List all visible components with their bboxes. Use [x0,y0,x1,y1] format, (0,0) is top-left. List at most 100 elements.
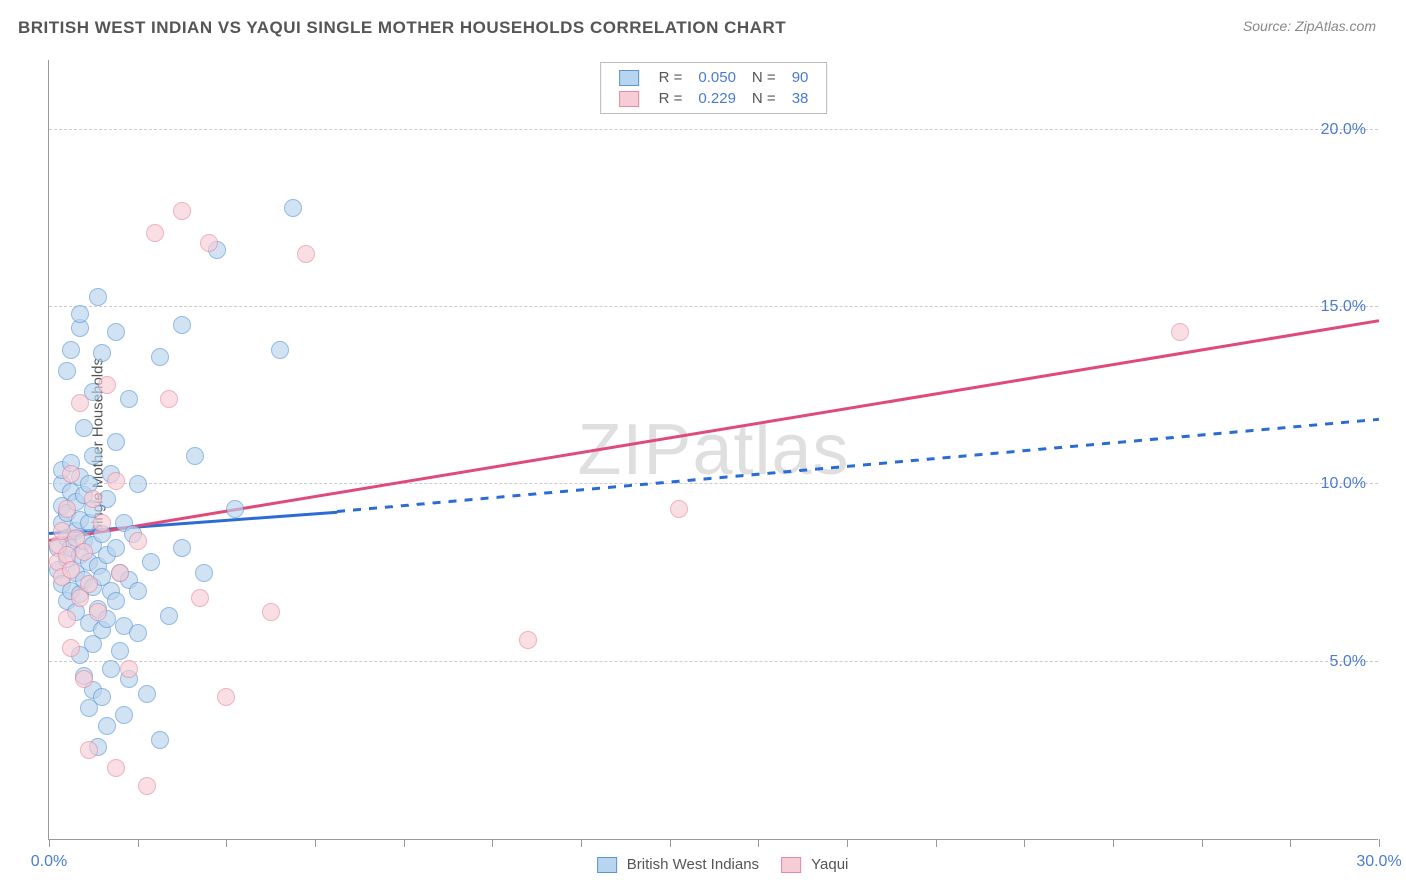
x-tick [1024,839,1025,847]
x-tick [404,839,405,847]
series-name: Yaqui [811,856,848,873]
data-point [84,490,102,508]
data-point [93,344,111,362]
y-tick-label: 10.0% [1321,475,1366,493]
data-point [62,639,80,657]
data-point [62,341,80,359]
n-label: N = [744,88,784,109]
data-point [129,624,147,642]
gridline [49,306,1378,307]
x-tick [1113,839,1114,847]
data-point [129,582,147,600]
data-point [151,348,169,366]
data-point [107,323,125,341]
source-name: ZipAtlas.com [1295,18,1376,34]
x-tick [49,839,50,847]
data-point [195,564,213,582]
data-point [271,341,289,359]
x-tick [758,839,759,847]
data-point [284,199,302,217]
data-point [173,539,191,557]
r-label: R = [651,88,691,109]
x-tick-label: 0.0% [31,853,67,871]
data-point [129,475,147,493]
data-point [115,706,133,724]
series-name: British West Indians [627,856,759,873]
data-point [129,532,147,550]
data-point [1171,323,1189,341]
data-point [84,447,102,465]
n-label: N = [744,67,784,88]
x-tick [138,839,139,847]
correlation-row: R = 0.229 N = 38 [611,88,817,109]
data-point [160,607,178,625]
r-label: R = [651,67,691,88]
data-point [93,514,111,532]
data-point [138,685,156,703]
data-point [226,500,244,518]
x-tick [315,839,316,847]
data-point [75,543,93,561]
y-tick-label: 20.0% [1321,121,1366,139]
n-value: 90 [784,67,817,88]
data-point [138,777,156,795]
data-point [217,688,235,706]
data-point [262,603,280,621]
r-value: 0.229 [690,88,744,109]
x-tick [936,839,937,847]
gridline [49,661,1378,662]
data-point [200,234,218,252]
data-point [107,759,125,777]
correlation-table: R = 0.050 N = 90 R = 0.229 N = 38 [611,67,817,109]
data-point [111,642,129,660]
data-point [142,553,160,571]
legend-swatch [619,91,639,107]
data-point [98,717,116,735]
source-prefix: Source: [1243,18,1295,34]
data-point [71,305,89,323]
trend-line [49,319,1379,541]
x-tick [1290,839,1291,847]
x-tick-label: 30.0% [1356,853,1401,871]
data-point [80,575,98,593]
series-legend: British West Indians Yaqui [579,856,849,873]
x-tick [492,839,493,847]
r-value: 0.050 [690,67,744,88]
data-point [58,610,76,628]
data-point [120,660,138,678]
data-point [186,447,204,465]
data-point [111,564,129,582]
data-point [191,589,209,607]
data-point [58,500,76,518]
data-point [102,660,120,678]
source-attribution: Source: ZipAtlas.com [1243,18,1376,34]
data-point [670,500,688,518]
data-point [98,376,116,394]
data-point [107,592,125,610]
data-point [107,433,125,451]
legend-swatch [781,857,801,873]
gridline [49,483,1378,484]
n-value: 38 [784,88,817,109]
data-point [93,688,111,706]
data-point [120,390,138,408]
data-point [160,390,178,408]
data-point [71,394,89,412]
x-tick [226,839,227,847]
data-point [80,741,98,759]
data-point [75,670,93,688]
data-point [107,539,125,557]
correlation-row: R = 0.050 N = 90 [611,67,817,88]
x-tick [1379,839,1380,847]
y-tick-label: 5.0% [1330,653,1366,671]
x-tick [847,839,848,847]
correlation-legend: R = 0.050 N = 90 R = 0.229 N = 38 [600,62,828,114]
x-tick [581,839,582,847]
data-point [89,288,107,306]
data-point [151,731,169,749]
data-point [89,603,107,621]
data-point [173,202,191,220]
gridline [49,129,1378,130]
data-point [107,472,125,490]
data-point [62,561,80,579]
